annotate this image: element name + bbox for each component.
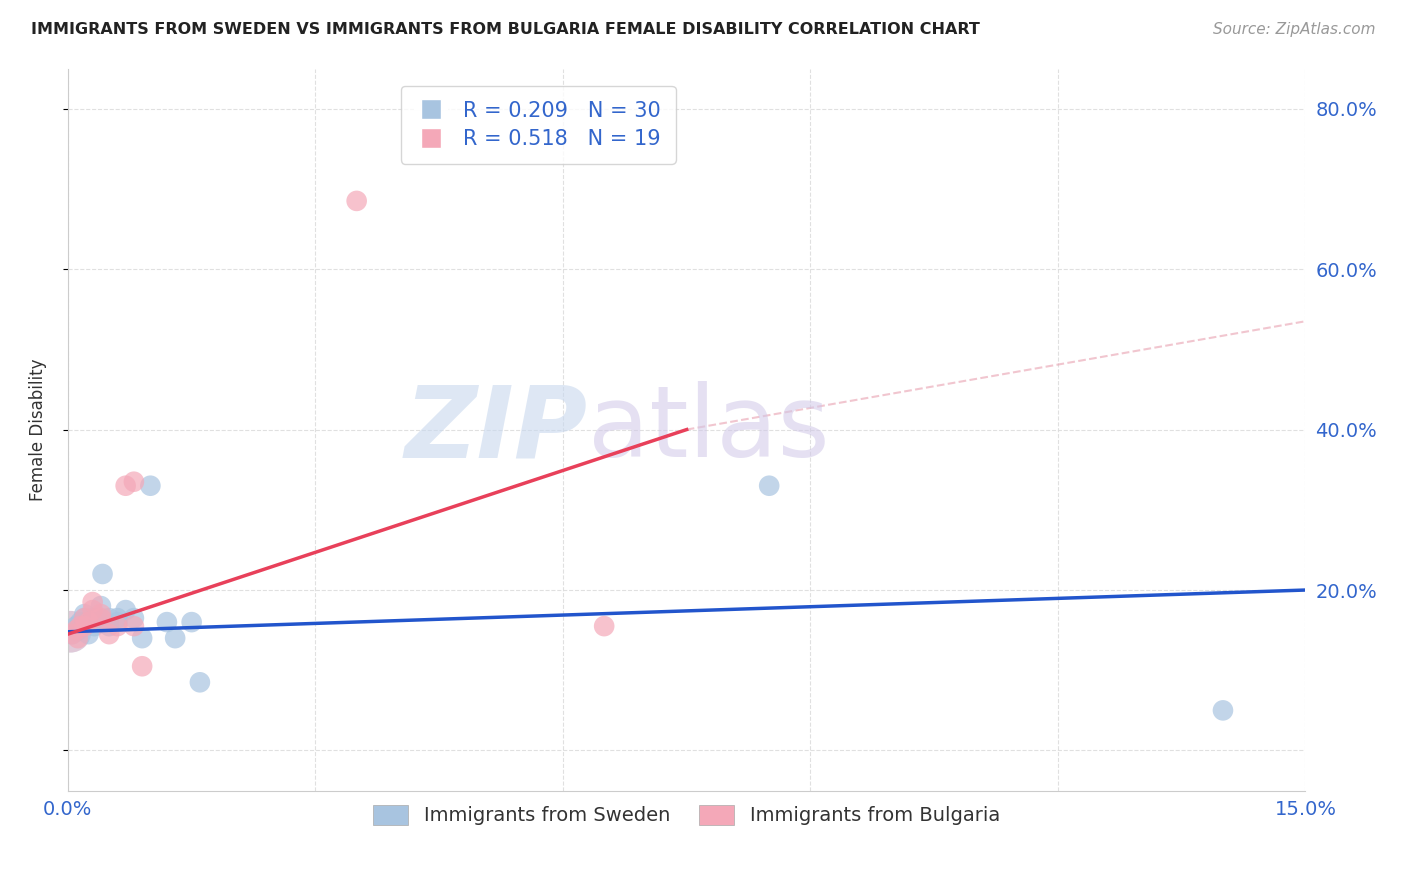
Point xyxy=(73,607,96,621)
Point xyxy=(73,611,96,625)
Point xyxy=(105,615,128,629)
Point xyxy=(60,627,83,641)
Point xyxy=(66,631,89,645)
Point xyxy=(180,615,202,629)
Point xyxy=(82,603,104,617)
Point xyxy=(188,675,211,690)
Point xyxy=(122,475,145,489)
Point xyxy=(156,615,179,629)
Point xyxy=(758,479,780,493)
Point xyxy=(131,659,153,673)
Point xyxy=(91,566,114,581)
Point xyxy=(98,619,121,633)
Point xyxy=(59,624,82,639)
Point xyxy=(98,611,121,625)
Point xyxy=(86,611,108,625)
Point xyxy=(65,623,87,637)
Y-axis label: Female Disability: Female Disability xyxy=(30,359,46,500)
Point xyxy=(72,619,94,633)
Point xyxy=(65,624,87,639)
Point xyxy=(90,607,112,621)
Point xyxy=(82,611,104,625)
Point xyxy=(82,595,104,609)
Point xyxy=(73,611,96,625)
Point xyxy=(77,615,100,629)
Point xyxy=(65,619,87,633)
Point xyxy=(593,619,616,633)
Point xyxy=(90,615,112,629)
Point xyxy=(67,623,90,637)
Point xyxy=(69,615,91,629)
Point xyxy=(139,479,162,493)
Point xyxy=(83,619,105,633)
Point xyxy=(346,194,368,208)
Legend: Immigrants from Sweden, Immigrants from Bulgaria: Immigrants from Sweden, Immigrants from … xyxy=(364,795,1010,835)
Point xyxy=(60,627,83,641)
Point xyxy=(59,624,82,639)
Point xyxy=(105,619,128,633)
Point xyxy=(1212,703,1234,717)
Text: Source: ZipAtlas.com: Source: ZipAtlas.com xyxy=(1212,22,1375,37)
Text: ZIP: ZIP xyxy=(405,381,588,478)
Point xyxy=(114,479,136,493)
Point xyxy=(69,619,91,633)
Point xyxy=(131,631,153,645)
Point xyxy=(122,619,145,633)
Text: atlas: atlas xyxy=(588,381,830,478)
Text: IMMIGRANTS FROM SWEDEN VS IMMIGRANTS FROM BULGARIA FEMALE DISABILITY CORRELATION: IMMIGRANTS FROM SWEDEN VS IMMIGRANTS FRO… xyxy=(31,22,980,37)
Point xyxy=(77,627,100,641)
Point xyxy=(90,599,112,613)
Point xyxy=(122,611,145,625)
Point xyxy=(98,627,121,641)
Point xyxy=(82,615,104,629)
Point xyxy=(105,611,128,625)
Point xyxy=(165,631,187,645)
Point xyxy=(114,603,136,617)
Point xyxy=(90,611,112,625)
Point xyxy=(73,619,96,633)
